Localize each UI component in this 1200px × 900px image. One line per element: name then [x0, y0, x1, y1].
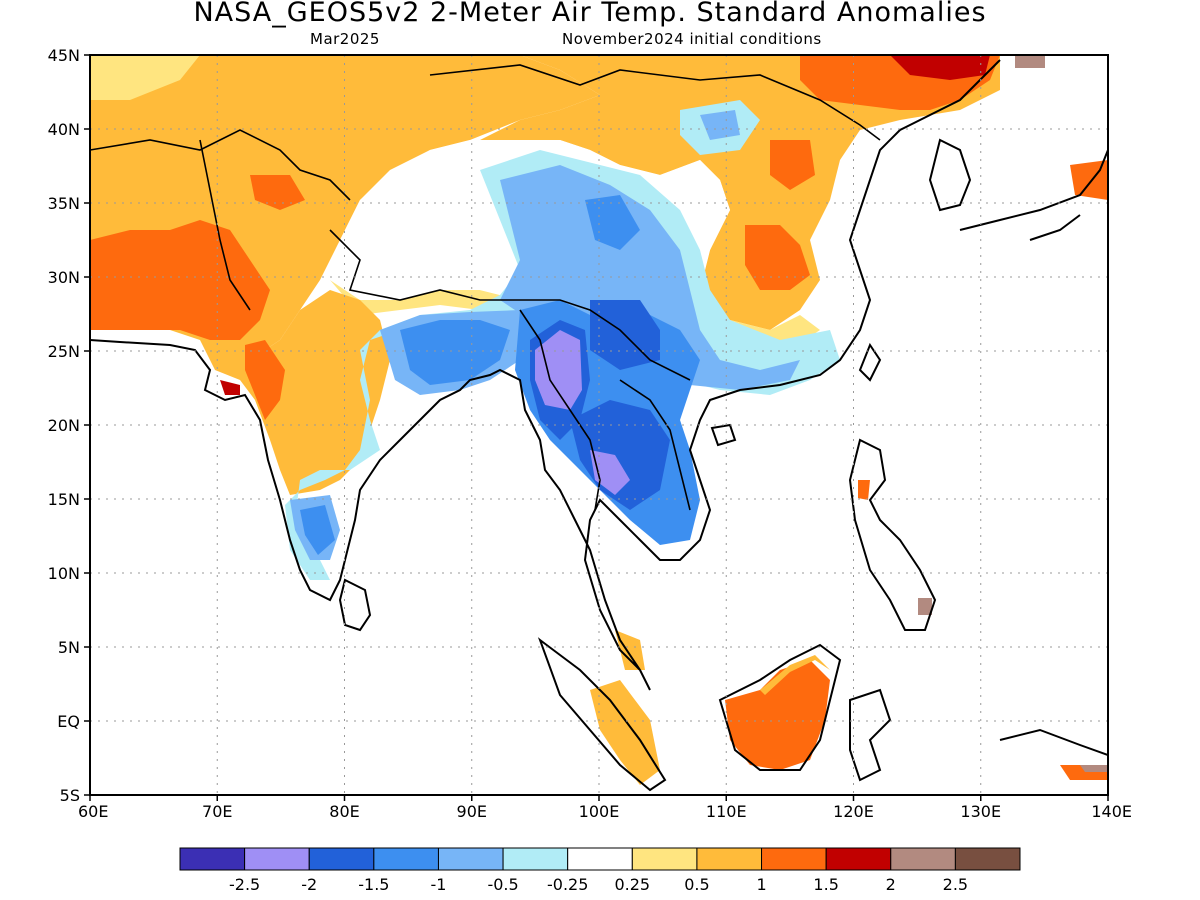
- anomaly-rim-yellow: [330, 280, 520, 315]
- anomaly-rim-yellow: [90, 55, 200, 100]
- border-laos-vietnam: [619, 379, 691, 511]
- map-title: NASA_GEOS5v2 2-Meter Air Temp. Standard …: [193, 0, 986, 28]
- colorbar-swatch: [954, 847, 1021, 871]
- colorbar-label: 2.5: [943, 875, 968, 894]
- colorbar-swatch: [437, 847, 504, 871]
- lat-tick-label: 45N: [48, 46, 80, 65]
- coastlines: [90, 59, 1108, 792]
- colorbar-swatch: [244, 847, 310, 871]
- lat-tick-label: 5S: [60, 786, 80, 805]
- initial-conditions: November2024 initial conditions: [562, 30, 822, 48]
- lon-tick-label: 120E: [833, 802, 874, 821]
- colorbar-label: 0.5: [684, 875, 709, 894]
- lat-tick-label: 20N: [48, 416, 80, 435]
- lat-tick-label: 5N: [58, 638, 80, 657]
- anomaly-new-guinea-max: [1080, 765, 1108, 772]
- colorbar-label: 0.25: [614, 875, 650, 894]
- anomaly-korea-japan: [1070, 160, 1108, 200]
- coastline-sumatra: [537, 637, 667, 792]
- colorbar-label: -1.5: [358, 875, 389, 894]
- coastline-sri-lanka: [338, 578, 372, 632]
- colorbar-swatch: [631, 847, 698, 871]
- latitude-axis: 45N 40N 35N 30N 25N 20N 15N 10N 5N EQ 5S: [48, 46, 90, 805]
- anomaly-gujarat: [220, 380, 240, 395]
- lon-tick-label: 90E: [457, 802, 487, 821]
- lat-tick-label: 25N: [48, 342, 80, 361]
- coastline-new-guinea: [999, 728, 1108, 756]
- anomaly-borneo: [725, 660, 830, 770]
- graticule: [90, 55, 1108, 795]
- colorbar-label: -0.25: [547, 875, 588, 894]
- colorbar-swatch: [567, 847, 633, 871]
- coastline-borneo: [718, 643, 842, 771]
- anomaly-central-asia: [250, 175, 305, 210]
- colorbar-swatch: [761, 847, 827, 871]
- anomaly-northeast-china: [890, 55, 990, 80]
- lon-tick-label: 140E: [1091, 802, 1132, 821]
- coastline-sulawesi: [849, 688, 892, 782]
- anomaly-india: [200, 290, 390, 495]
- longitude-axis: 60E 70E 80E 90E 100E 110E 120E 130E 140E: [78, 795, 1132, 821]
- border-china-west: [329, 229, 691, 381]
- lat-tick-label: 30N: [48, 268, 80, 287]
- border-iran-pakistan: [199, 139, 251, 311]
- border-myanmar: [519, 309, 601, 511]
- anomaly-northeast-extreme: [1015, 55, 1045, 68]
- colorbar-swatch: [890, 847, 956, 871]
- lat-tick-label: 15N: [48, 490, 80, 509]
- anomaly-pakistan: [90, 220, 270, 340]
- anomaly-northwest-india: [245, 340, 285, 420]
- lat-tick-label: 40N: [48, 120, 80, 139]
- coastline-taiwan: [858, 342, 882, 382]
- colorbar-label: 1: [756, 875, 766, 894]
- lon-tick-label: 100E: [579, 802, 620, 821]
- lat-tick-label: 10N: [48, 564, 80, 583]
- anomaly-myanmar-coldest: [535, 330, 582, 410]
- anomaly-mindanao: [918, 598, 932, 615]
- coastline-philippines: [848, 438, 937, 631]
- anomaly-borneo-rim: [760, 655, 830, 695]
- anomaly-china-east: [770, 140, 815, 190]
- colorbar-label: -1: [430, 875, 446, 894]
- anomaly-sumatra: [590, 680, 660, 785]
- valid-month: Mar2025: [310, 30, 380, 48]
- border-mongolia: [429, 64, 881, 141]
- border-central-asia: [90, 129, 351, 201]
- colorbar-label: 2: [886, 875, 896, 894]
- lon-tick-label: 80E: [329, 802, 359, 821]
- coastline-korea: [928, 138, 972, 212]
- anomaly-malay-peninsula: [615, 630, 645, 670]
- anomaly-south-india-cool-2: [300, 505, 335, 555]
- colorbar-swatch: [825, 847, 892, 871]
- colorbar-label: 1.5: [813, 875, 838, 894]
- anomaly-thailand-cold: [570, 400, 670, 510]
- coastline-south-asia: [90, 59, 1001, 691]
- colorbar-label: -2.5: [229, 875, 260, 894]
- coastline-hainan: [710, 423, 737, 447]
- colorbar-label: -0.5: [487, 875, 518, 894]
- colorbar-label: -2: [301, 875, 317, 894]
- colorbar-swatch: [179, 847, 246, 871]
- colorbar-swatch: [502, 847, 569, 871]
- lat-tick-label: 35N: [48, 194, 80, 213]
- anomaly-bengal-cool: [400, 320, 510, 385]
- anomaly-central-china: [745, 225, 810, 290]
- lon-tick-label: 130E: [960, 802, 1001, 821]
- country-borders: [90, 64, 881, 511]
- colorbar-swatch: [308, 847, 375, 871]
- lat-tick-label: EQ: [57, 712, 80, 731]
- colorbar: -2.5 -2 -1.5 -1 -0.5 -0.25 0.25 0.5 1 1.5 2 2.5: [179, 847, 1021, 894]
- anomaly-philippines: [858, 480, 870, 500]
- colorbar-swatch: [373, 847, 439, 871]
- lon-tick-label: 60E: [78, 802, 108, 821]
- anomaly-cool-envelope: [285, 150, 840, 580]
- lon-tick-label: 70E: [202, 802, 232, 821]
- anomaly-mongolia-cool: [700, 110, 740, 140]
- anomaly-north-china: [480, 55, 1000, 330]
- colorbar-swatch: [696, 847, 763, 871]
- lon-tick-label: 110E: [706, 802, 747, 821]
